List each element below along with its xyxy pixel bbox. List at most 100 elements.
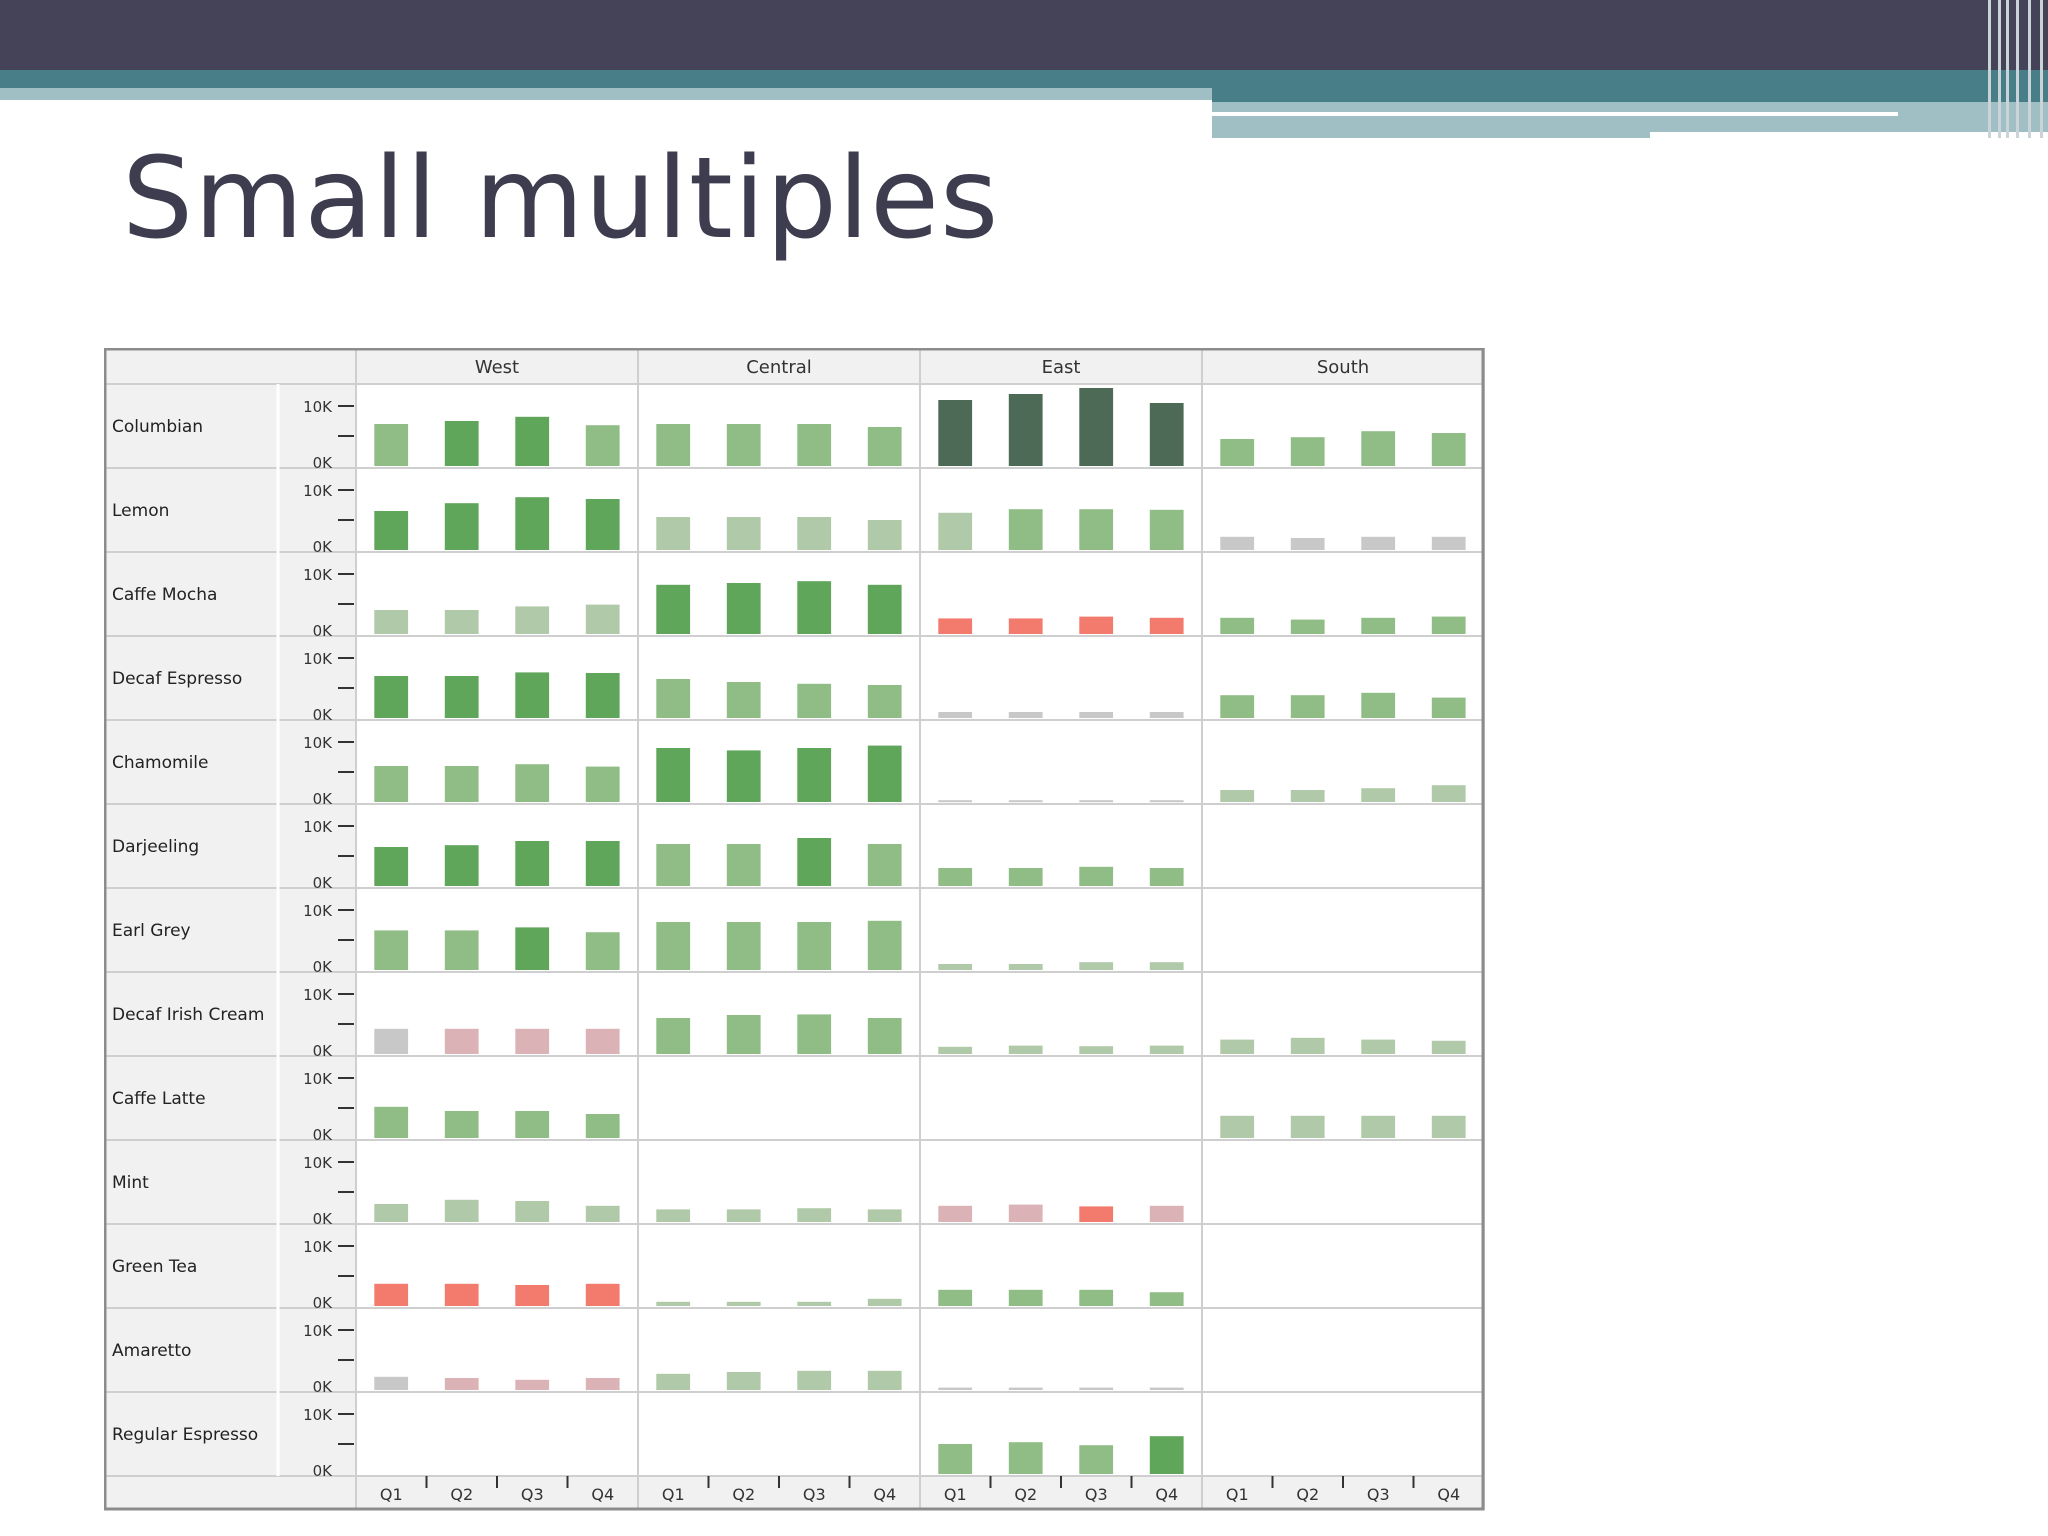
top-banner [0,0,2048,70]
bar [1361,536,1396,550]
bar [585,1114,620,1138]
bar [656,1209,691,1222]
bar [867,520,902,550]
bar [938,400,973,466]
row-label: Caffe Mocha [112,585,217,605]
bar [726,1301,761,1306]
bar [585,766,620,802]
bar [797,683,832,718]
row-label: Green Tea [112,1257,197,1277]
bar [726,922,761,970]
row-label: Regular Espresso [112,1425,258,1445]
y-tick-label: 10K [303,650,333,668]
bar [585,604,620,634]
bar [1361,692,1396,718]
y-tick-label: 0K [313,538,334,556]
row-label: Mint [112,1173,149,1193]
row-label: Caffe Latte [112,1089,206,1109]
bar [938,712,973,718]
bar [374,766,409,802]
bar [726,424,761,466]
bar [1149,403,1184,466]
x-tick-label: Q4 [873,1485,896,1504]
header-divider-line-2 [1650,132,2048,138]
bar [1079,1387,1114,1390]
bar [1149,1436,1184,1474]
bar [444,503,479,550]
bar [515,1201,550,1222]
bar [1008,1045,1043,1054]
bar [1079,509,1114,550]
x-tick-label: Q1 [662,1485,685,1504]
row-label: Lemon [112,501,169,521]
bar [1290,695,1325,718]
bar [867,584,902,634]
bar [1079,866,1114,886]
bar [515,606,550,634]
bar [938,800,973,803]
bar [797,517,832,550]
bar [1220,1115,1255,1138]
bar [797,922,832,970]
bar [656,679,691,718]
bar [1079,1289,1114,1306]
bar [867,1209,902,1222]
bar [1290,1037,1325,1054]
bar [1008,1442,1043,1474]
x-tick-label: Q4 [591,1485,614,1504]
bar [1008,712,1043,718]
bar [374,610,409,634]
bar [585,499,620,550]
row-label: Amaretto [112,1341,191,1361]
small-multiples-chart: West Central East South Columbian 10K 0K Lemon 1… [104,348,1486,1518]
bar [656,844,691,886]
x-tick-label: Q1 [380,1485,403,1504]
bar [444,766,479,802]
x-tick-label: Q3 [1085,1485,1108,1504]
bar [374,676,409,718]
y-tick-label: 10K [303,986,333,1004]
x-tick-label: Q2 [732,1485,755,1504]
bar [1431,536,1466,550]
bar [1008,618,1043,634]
x-tick-label: Q3 [521,1485,544,1504]
bar [585,932,620,970]
bar [938,868,973,886]
y-tick-label: 0K [313,622,334,640]
bar [585,1028,620,1054]
bar [515,497,550,550]
x-tick-label: Q4 [1437,1485,1460,1504]
x-tick-label: Q2 [1296,1485,1319,1504]
bar [374,424,409,466]
bar [585,1378,620,1390]
bar [797,1370,832,1390]
bar [1079,800,1114,803]
y-tick-label: 0K [313,1462,334,1480]
row-label: Decaf Irish Cream [112,1005,264,1025]
bar [1079,1046,1114,1054]
bar [515,1379,550,1390]
bar [726,517,761,550]
bar [1361,788,1396,802]
bar [867,745,902,802]
bar [1008,1204,1043,1222]
bar [515,672,550,718]
x-tick-label: Q4 [1155,1485,1178,1504]
header-band [0,70,2048,88]
row-label: Earl Grey [112,921,191,941]
row-label: Darjeeling [112,837,199,857]
bar [374,1283,409,1306]
bar [797,1014,832,1054]
bar [656,1373,691,1390]
bar [515,1285,550,1306]
x-tick-label: Q3 [1367,1485,1390,1504]
bar [726,583,761,634]
y-tick-label: 0K [313,706,334,724]
bar [585,841,620,886]
bar [656,1018,691,1054]
bar [867,1298,902,1306]
y-tick-label: 0K [313,1378,334,1396]
bar [444,1111,479,1138]
header-band-right [1212,88,2048,102]
y-tick-label: 10K [303,1070,333,1088]
